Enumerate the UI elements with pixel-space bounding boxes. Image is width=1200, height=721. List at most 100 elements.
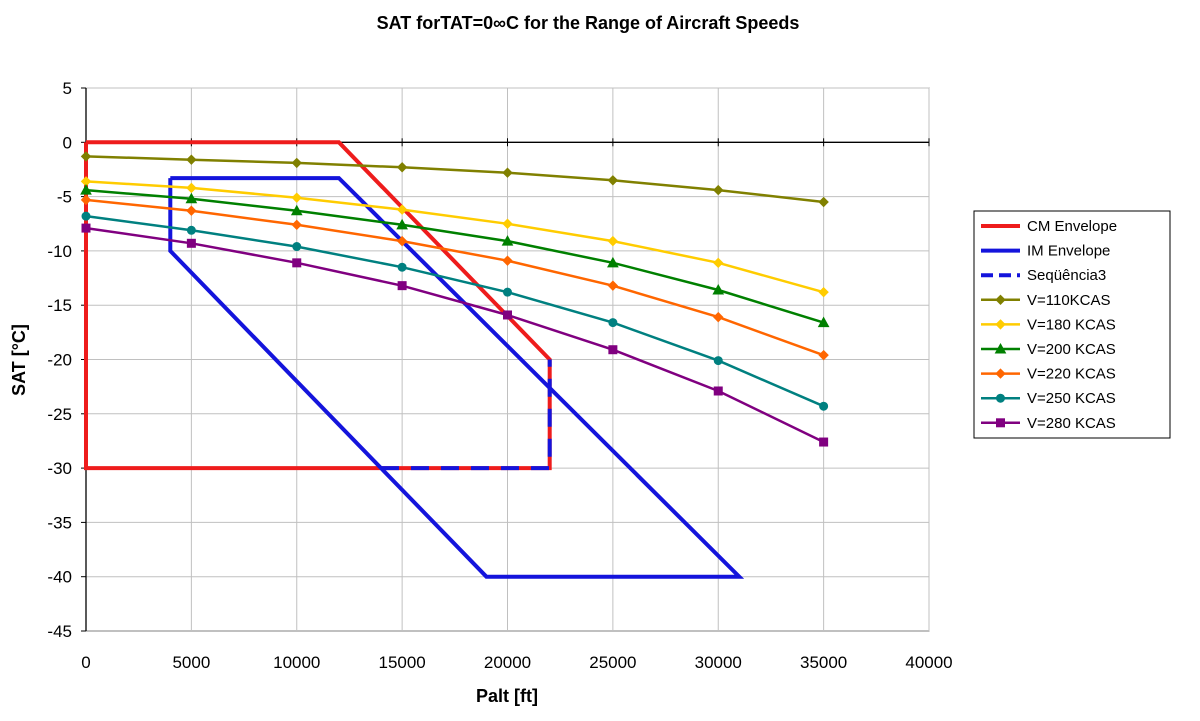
series-line-v-180-kcas [85, 180, 824, 294]
y-tick-label: -35 [47, 513, 72, 532]
data-point-v-250-kcas [608, 318, 618, 328]
legend-marker-v-220-kcas [995, 368, 1006, 379]
x-tick-label: 20000 [484, 653, 531, 672]
x-tick-label: 5000 [172, 653, 210, 672]
data-point-v-250-kcas [186, 225, 196, 235]
data-point-v-220-kcas [186, 205, 197, 216]
data-point-v-200-kcas [501, 235, 514, 246]
y-tick-labels: 5 0 -5 -10 -15 -20 -25 -30 -35 -40 -45 [47, 79, 72, 641]
series-line-v-200-kcas [85, 188, 824, 324]
data-point-v-220-kcas [713, 311, 724, 323]
data-point-v-280-kcas [503, 310, 512, 320]
data-point-v-280-kcas [186, 238, 196, 248]
legend-label-im-envelope: IM Envelope [1027, 243, 1110, 260]
chart-title: SAT forTAT=0∞C for the Range of Aircraft… [377, 13, 800, 33]
series-line-v-280-kcas [85, 226, 825, 444]
data-point-v-250-kcas [292, 242, 302, 252]
data-point-v-250-kcas [397, 262, 407, 272]
data-point-v-280-kcas [292, 258, 302, 268]
data-point-v-180-kcas [818, 286, 829, 298]
y-tick-label: 0 [63, 133, 72, 152]
data-point-v-110kcas [396, 162, 408, 173]
data-point-v-220-kcas [396, 235, 408, 247]
data-point-v-220-kcas [818, 349, 829, 361]
data-point-v-110kcas [80, 151, 92, 162]
legend-marker-v-200-kcas [994, 342, 1007, 354]
y-tick-label: -10 [47, 242, 72, 261]
data-point-v-220-kcas [80, 194, 92, 206]
data-point-v-220-kcas [502, 255, 513, 266]
x-tick-label: 30000 [695, 653, 742, 672]
data-point-v-200-kcas [290, 204, 303, 216]
data-point-v-180-kcas [502, 218, 513, 229]
y-tick-label: -45 [47, 622, 72, 641]
legend-marker-v-180-kcas [995, 319, 1006, 330]
y-axis-label: SAT [°C] [9, 324, 29, 396]
legend-label-v-220-kcas: V=220 KCAS [1027, 366, 1116, 383]
series-line-v-110kcas [85, 155, 824, 204]
data-point-v-220-kcas [291, 219, 302, 231]
legend-label-v-250-kcas: V=250 KCAS [1027, 390, 1116, 407]
data-point-v-180-kcas [713, 257, 724, 269]
series-line-seq-ncia3 [381, 359, 552, 471]
x-tick-label: 15000 [378, 653, 425, 672]
data-point-v-200-kcas [80, 184, 92, 195]
series-line-im-envelope [168, 176, 745, 579]
series-line-v-250-kcas [85, 214, 825, 408]
y-tick-label: 5 [63, 79, 72, 98]
data-point-v-200-kcas [712, 283, 725, 295]
data-point-v-280-kcas [713, 386, 723, 396]
x-tick-label: 40000 [905, 653, 952, 672]
data-point-v-180-kcas [186, 182, 197, 194]
data-point-v-110kcas [818, 196, 829, 208]
data-point-v-180-kcas [291, 192, 302, 203]
y-tick-label: -25 [47, 405, 72, 424]
legend-label-v-180-kcas: V=180 KCAS [1027, 316, 1116, 333]
legend-label-v-110kcas: V=110KCAS [1027, 292, 1111, 309]
legend-label-cm-envelope: CM Envelope [1027, 218, 1117, 235]
data-point-v-110kcas [713, 184, 724, 196]
data-point-v-110kcas [502, 167, 513, 178]
data-point-v-110kcas [291, 157, 302, 169]
legend-marker-v-280-kcas [996, 418, 1005, 428]
legend: CM Envelope IM Envelope Seqüência3 V=110KCA… [973, 210, 1171, 439]
data-point-v-280-kcas [397, 281, 407, 291]
y-tick-label: -15 [47, 296, 72, 315]
series-markers [80, 151, 830, 447]
x-tick-label: 35000 [800, 653, 847, 672]
x-axis-label: Palt [ft] [476, 686, 538, 706]
x-tick-label: 0 [81, 653, 90, 672]
data-point-v-250-kcas [81, 211, 91, 221]
data-point-v-180-kcas [607, 235, 619, 247]
data-point-v-250-kcas [819, 401, 829, 411]
data-point-v-220-kcas [607, 280, 619, 291]
data-point-v-180-kcas [396, 204, 408, 215]
legend-label-v-280-kcas: V=280 KCAS [1027, 415, 1116, 432]
y-tick-label: -30 [47, 459, 72, 478]
legend-marker-v-110kcas [995, 294, 1006, 306]
data-point-v-280-kcas [608, 345, 618, 355]
data-point-v-200-kcas [607, 256, 619, 268]
data-point-v-280-kcas [81, 223, 91, 233]
legend-label-seq-ncia3: Seqüência3 [1027, 267, 1106, 284]
x-tick-labels: 0 5000 10000 15000 20000 25000 30000 35000 40000 [81, 653, 952, 672]
y-tick-label: -5 [57, 188, 72, 207]
data-point-v-250-kcas [503, 287, 512, 297]
x-tick-label: 25000 [589, 653, 636, 672]
legend-marker-v-250-kcas [996, 393, 1005, 403]
data-point-v-110kcas [186, 154, 197, 165]
data-point-v-250-kcas [713, 356, 723, 366]
y-tick-label: -20 [47, 351, 72, 370]
series-line-v-220-kcas [85, 198, 825, 357]
data-point-v-200-kcas [396, 218, 408, 230]
series-lines [84, 140, 825, 579]
y-tick-label: -40 [47, 568, 72, 587]
legend-label-v-200-kcas: V=200 KCAS [1027, 341, 1116, 358]
data-point-v-110kcas [607, 175, 619, 186]
data-point-v-280-kcas [819, 437, 829, 447]
data-point-v-200-kcas [817, 316, 830, 328]
x-tick-label: 10000 [273, 653, 320, 672]
data-point-v-200-kcas [185, 192, 198, 204]
grid [86, 87, 930, 631]
